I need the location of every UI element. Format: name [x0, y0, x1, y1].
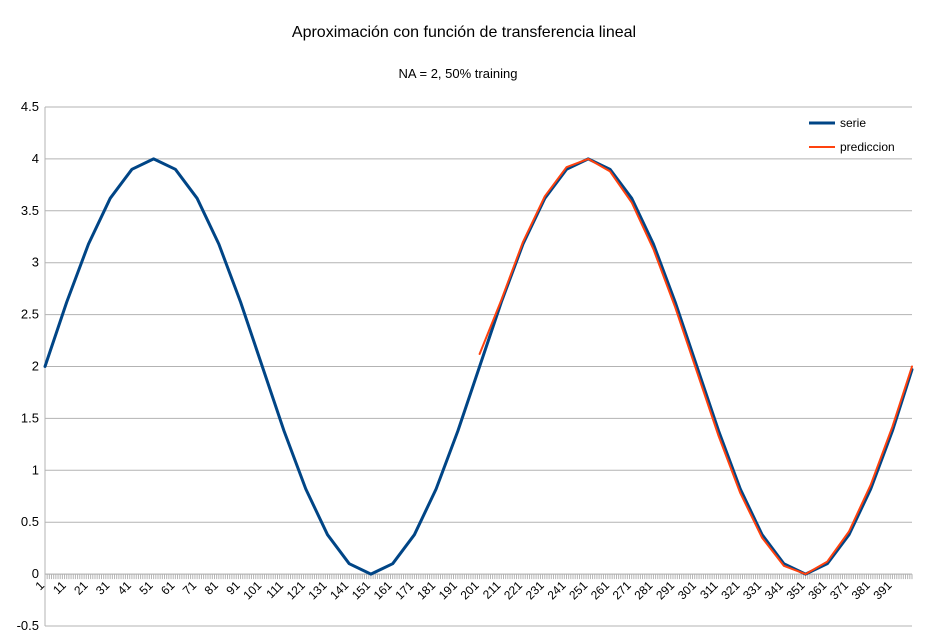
x-axis-tick-marks	[44, 574, 913, 580]
y-tick-label: 1	[32, 462, 39, 477]
y-tick-label: -0.5	[17, 618, 39, 633]
legend: serie prediccion	[809, 116, 895, 154]
series-lines	[43, 157, 914, 576]
x-tick-label: 271	[610, 578, 634, 602]
x-tick-label: 181	[414, 578, 438, 602]
x-tick-label: 41	[115, 578, 135, 598]
x-tick-label: 101	[240, 578, 264, 602]
x-tick-label: 381	[849, 578, 873, 602]
series-line-serie	[43, 157, 914, 576]
x-tick-label: 391	[871, 578, 895, 602]
y-tick-label: 0	[32, 566, 39, 581]
y-tick-label: 1.5	[21, 410, 39, 425]
x-tick-label: 61	[158, 578, 178, 598]
x-tick-label: 131	[306, 578, 330, 602]
x-tick-label: 311	[697, 578, 721, 602]
x-tick-label: 141	[327, 578, 351, 602]
y-tick-label: 2.5	[21, 307, 39, 322]
x-tick-label: 81	[202, 578, 222, 598]
x-tick-label: 231	[523, 578, 547, 602]
x-tick-label: 261	[588, 578, 612, 602]
x-tick-label: 31	[93, 578, 113, 598]
x-tick-label: 251	[566, 578, 590, 602]
x-tick-label: 11	[50, 578, 69, 597]
x-tick-label: 121	[284, 578, 308, 602]
axes	[44, 107, 913, 626]
x-tick-label: 221	[501, 578, 525, 602]
x-axis-tick-labels: 1 11 21 31 41 51 61 71 81 91101111121131141151161…	[32, 578, 894, 602]
legend-label-prediccion: prediccion	[840, 140, 895, 154]
y-tick-label: 4.5	[21, 99, 39, 114]
x-tick-label: 71	[180, 578, 200, 598]
x-tick-label: 371	[827, 578, 851, 602]
y-tick-label: 3	[32, 255, 39, 270]
x-tick-label: 161	[371, 578, 395, 602]
x-tick-label: 171	[392, 578, 416, 602]
x-tick-label: 281	[631, 578, 655, 602]
legend-label-serie: serie	[840, 116, 866, 130]
chart-subtitle: NA = 2, 50% training	[399, 66, 518, 81]
series-line-prediccion	[478, 157, 913, 576]
x-tick-label: 151	[349, 578, 373, 602]
x-tick-label: 341	[762, 578, 786, 602]
x-tick-label: 331	[740, 578, 764, 602]
x-tick-label: 361	[805, 578, 829, 602]
y-tick-label: 2	[32, 359, 39, 374]
x-tick-label: 191	[436, 578, 460, 602]
y-tick-label: 4	[32, 151, 39, 166]
x-tick-label: 21	[71, 578, 91, 598]
x-tick-label: 51	[136, 578, 156, 598]
x-tick-label: 321	[718, 578, 742, 602]
x-tick-label: 211	[480, 578, 504, 602]
x-tick-label: 201	[458, 578, 482, 602]
x-tick-label: 291	[653, 578, 677, 602]
chart-title: Aproximación con función de transferenci…	[292, 24, 636, 41]
x-tick-label: 241	[545, 578, 569, 602]
x-tick-label: 111	[263, 578, 286, 601]
y-axis-tick-labels: -0.5 0 0.5 1 1.5 2 2.5 3 3.5 4 4.5	[17, 99, 39, 633]
x-tick-label: 91	[223, 578, 243, 598]
y-tick-label: 0.5	[21, 514, 39, 529]
x-tick-label: 301	[675, 578, 699, 602]
x-tick-label: 351	[784, 578, 808, 602]
y-tick-label: 3.5	[21, 203, 39, 218]
